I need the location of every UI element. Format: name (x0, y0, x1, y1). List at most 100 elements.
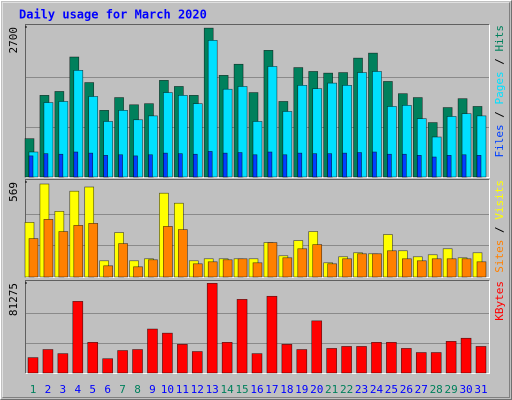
x-tick-label: 9 (149, 383, 156, 396)
bar (357, 253, 367, 278)
bar (178, 229, 188, 278)
bar (117, 350, 128, 374)
legend-entry: Files (493, 124, 506, 157)
bar (73, 70, 84, 178)
bar (446, 258, 457, 278)
x-tick-label: 23 (355, 383, 368, 396)
x-tick-label: 26 (400, 383, 413, 396)
bar (446, 116, 457, 178)
bar (327, 153, 332, 178)
bar (416, 155, 422, 178)
bar (43, 153, 49, 178)
x-tick-label: 5 (89, 383, 96, 396)
bar (103, 265, 113, 278)
bar (237, 86, 248, 178)
bar (27, 357, 39, 374)
x-tick-label: 19 (295, 383, 308, 396)
x-tick-label: 7 (119, 383, 126, 396)
bar (206, 283, 218, 374)
bar (282, 257, 293, 278)
legend: Files / Pages / Hits (493, 25, 506, 158)
bar (476, 155, 482, 178)
legend-separator: / (493, 105, 506, 125)
bar (252, 121, 263, 178)
bar (251, 353, 263, 374)
bar (402, 258, 412, 278)
bar (311, 320, 323, 374)
bar (387, 153, 392, 178)
bar (430, 352, 442, 374)
bar (327, 82, 337, 178)
legend: KBytes (493, 281, 506, 321)
bar (282, 111, 293, 178)
bar (402, 105, 412, 178)
bar (207, 261, 218, 278)
x-tick-label: 15 (235, 383, 248, 396)
bar (372, 253, 382, 278)
bar (148, 259, 158, 278)
bar (342, 152, 347, 178)
x-tick-label: 16 (250, 383, 263, 396)
bar (178, 153, 183, 178)
panel-bevel (25, 179, 490, 278)
legend-separator: / (493, 52, 506, 72)
bar (431, 156, 437, 178)
bar (163, 152, 168, 178)
bar (282, 154, 288, 178)
x-tick-label: 25 (385, 383, 398, 396)
bar (266, 295, 278, 374)
x-tick-label: 31 (474, 383, 487, 396)
bar (476, 261, 487, 278)
bar (73, 225, 84, 278)
x-tick-label: 13 (206, 383, 219, 396)
x-tick-label: 30 (459, 383, 472, 396)
bar (281, 344, 293, 374)
bar (222, 152, 228, 178)
bar (43, 219, 54, 278)
bar (148, 154, 153, 178)
bar (267, 151, 273, 178)
panel-bevel (25, 24, 490, 178)
bar (371, 342, 382, 374)
bar (342, 258, 352, 278)
panel-bevel (25, 280, 490, 374)
bar (237, 152, 243, 178)
bar (460, 337, 472, 374)
x-tick-label: 3 (60, 383, 67, 396)
bar (118, 243, 128, 278)
bar (357, 152, 362, 178)
bar (475, 346, 487, 374)
bar (207, 40, 218, 178)
bar (297, 85, 308, 178)
y-tick-label: 81275 (7, 283, 20, 316)
bar (416, 260, 427, 278)
legend-entry: Pages (493, 71, 506, 104)
bar (148, 115, 158, 178)
bar (312, 153, 318, 178)
bar (387, 250, 397, 278)
bar (57, 353, 69, 374)
bar (177, 344, 188, 374)
bar (236, 299, 248, 374)
x-tick-label: 29 (445, 383, 458, 396)
bar (342, 85, 352, 178)
bar (88, 152, 94, 178)
bar (461, 154, 467, 178)
x-tick-label: 4 (74, 383, 81, 396)
bar (133, 119, 143, 178)
x-tick-label: 20 (310, 383, 323, 396)
legend-separator: / (493, 220, 506, 240)
bar (192, 103, 203, 178)
bar (356, 346, 367, 374)
x-tick-label: 18 (280, 383, 293, 396)
bar (252, 262, 263, 278)
bar (88, 96, 99, 178)
x-tick-label: 17 (265, 383, 278, 396)
bar (341, 346, 352, 374)
x-tick-label: 1 (30, 383, 37, 396)
bar (42, 349, 54, 374)
x-tick-label: 6 (104, 383, 111, 396)
